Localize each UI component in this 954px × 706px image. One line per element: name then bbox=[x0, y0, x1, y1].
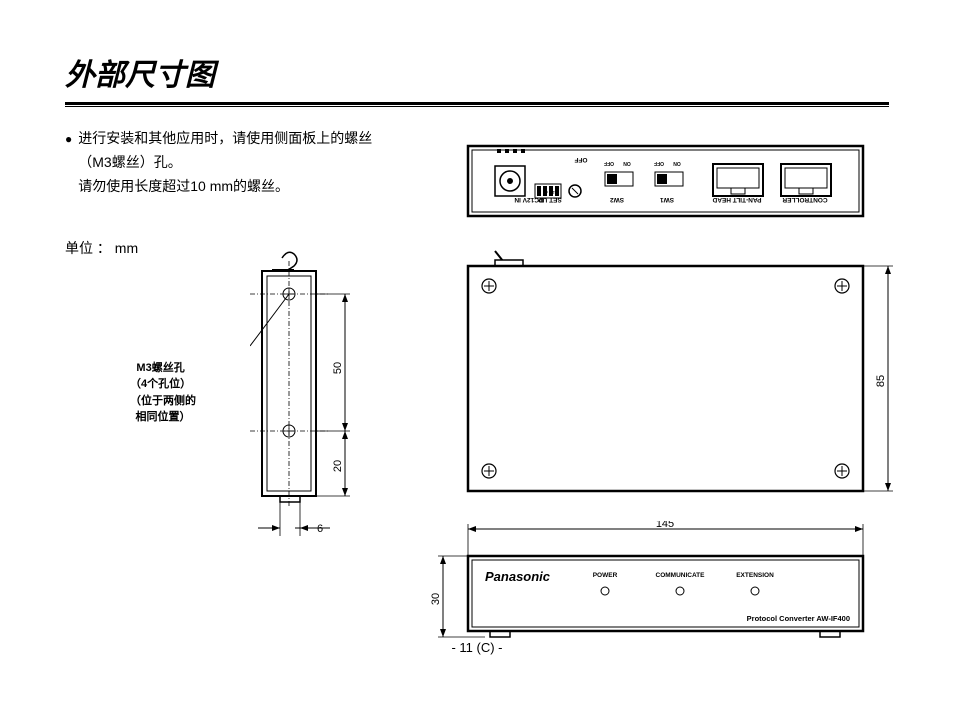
svg-text:OFF: OFF bbox=[574, 156, 587, 163]
dim-145: 145 bbox=[656, 521, 674, 530]
bullet-icon: ● bbox=[65, 129, 72, 198]
model-label: Protocol Converter AW-IF400 bbox=[747, 614, 850, 623]
dim-50: 50 bbox=[332, 362, 344, 374]
svg-text:ON: ON bbox=[673, 160, 681, 166]
svg-text:CONTROLLER: CONTROLLER bbox=[782, 196, 827, 203]
annotation-m3: M3螺丝孔 （4个孔位） bbox=[130, 361, 191, 392]
instruction-line: 进行安装和其他应用时，请使用侧面板上的螺丝 bbox=[78, 127, 372, 151]
instruction-line: 请勿使用长度超过10 mm的螺丝。 bbox=[78, 175, 372, 199]
annotation-line: 相同位置） bbox=[130, 410, 196, 425]
dim-20: 20 bbox=[332, 460, 344, 472]
svg-text:SET UP: SET UP bbox=[538, 196, 562, 203]
svg-text:OFF: OFF bbox=[604, 160, 614, 166]
svg-text:OFF: OFF bbox=[654, 160, 664, 166]
svg-text:SW1: SW1 bbox=[660, 196, 674, 203]
svg-text:EXTENSION: EXTENSION bbox=[736, 572, 774, 579]
top-view: 85 bbox=[465, 246, 905, 506]
svg-text:COMMUNICATE: COMMUNICATE bbox=[656, 572, 706, 579]
dim-6: 6 bbox=[317, 523, 323, 535]
svg-text:POWER: POWER bbox=[593, 572, 618, 579]
front-view: 145 Panasonic POWER COMMUNICATE EXTENSIO… bbox=[430, 521, 890, 651]
svg-text:PAN-TILT HEAD: PAN-TILT HEAD bbox=[712, 196, 761, 203]
annotation-line: M3螺丝孔 bbox=[130, 361, 191, 376]
annotation-pos: （位于两侧的 相同位置） bbox=[130, 394, 196, 425]
annotation-line: （位于两侧的 bbox=[130, 394, 196, 409]
dim-85: 85 bbox=[875, 375, 887, 387]
annotation-line: （4个孔位） bbox=[130, 377, 191, 392]
svg-text:SW2: SW2 bbox=[610, 196, 624, 203]
brand-label: Panasonic bbox=[485, 569, 551, 584]
svg-text:1 2 3 4: 1 2 3 4 bbox=[545, 190, 558, 195]
instruction-line: （M3螺丝）孔。 bbox=[78, 151, 372, 175]
page-title: 外部尺寸图 bbox=[65, 50, 889, 94]
side-view: 50 20 6 bbox=[250, 246, 400, 536]
rule-thick bbox=[65, 102, 889, 105]
rule-thin bbox=[65, 106, 889, 107]
page-number: - 11 (C) - bbox=[0, 640, 954, 655]
rear-view: DC12V IN SET UP 1 2 3 4 OFF SW2 ON OFF S… bbox=[465, 136, 885, 226]
dim-30: 30 bbox=[430, 593, 442, 605]
svg-text:ON: ON bbox=[623, 160, 631, 166]
